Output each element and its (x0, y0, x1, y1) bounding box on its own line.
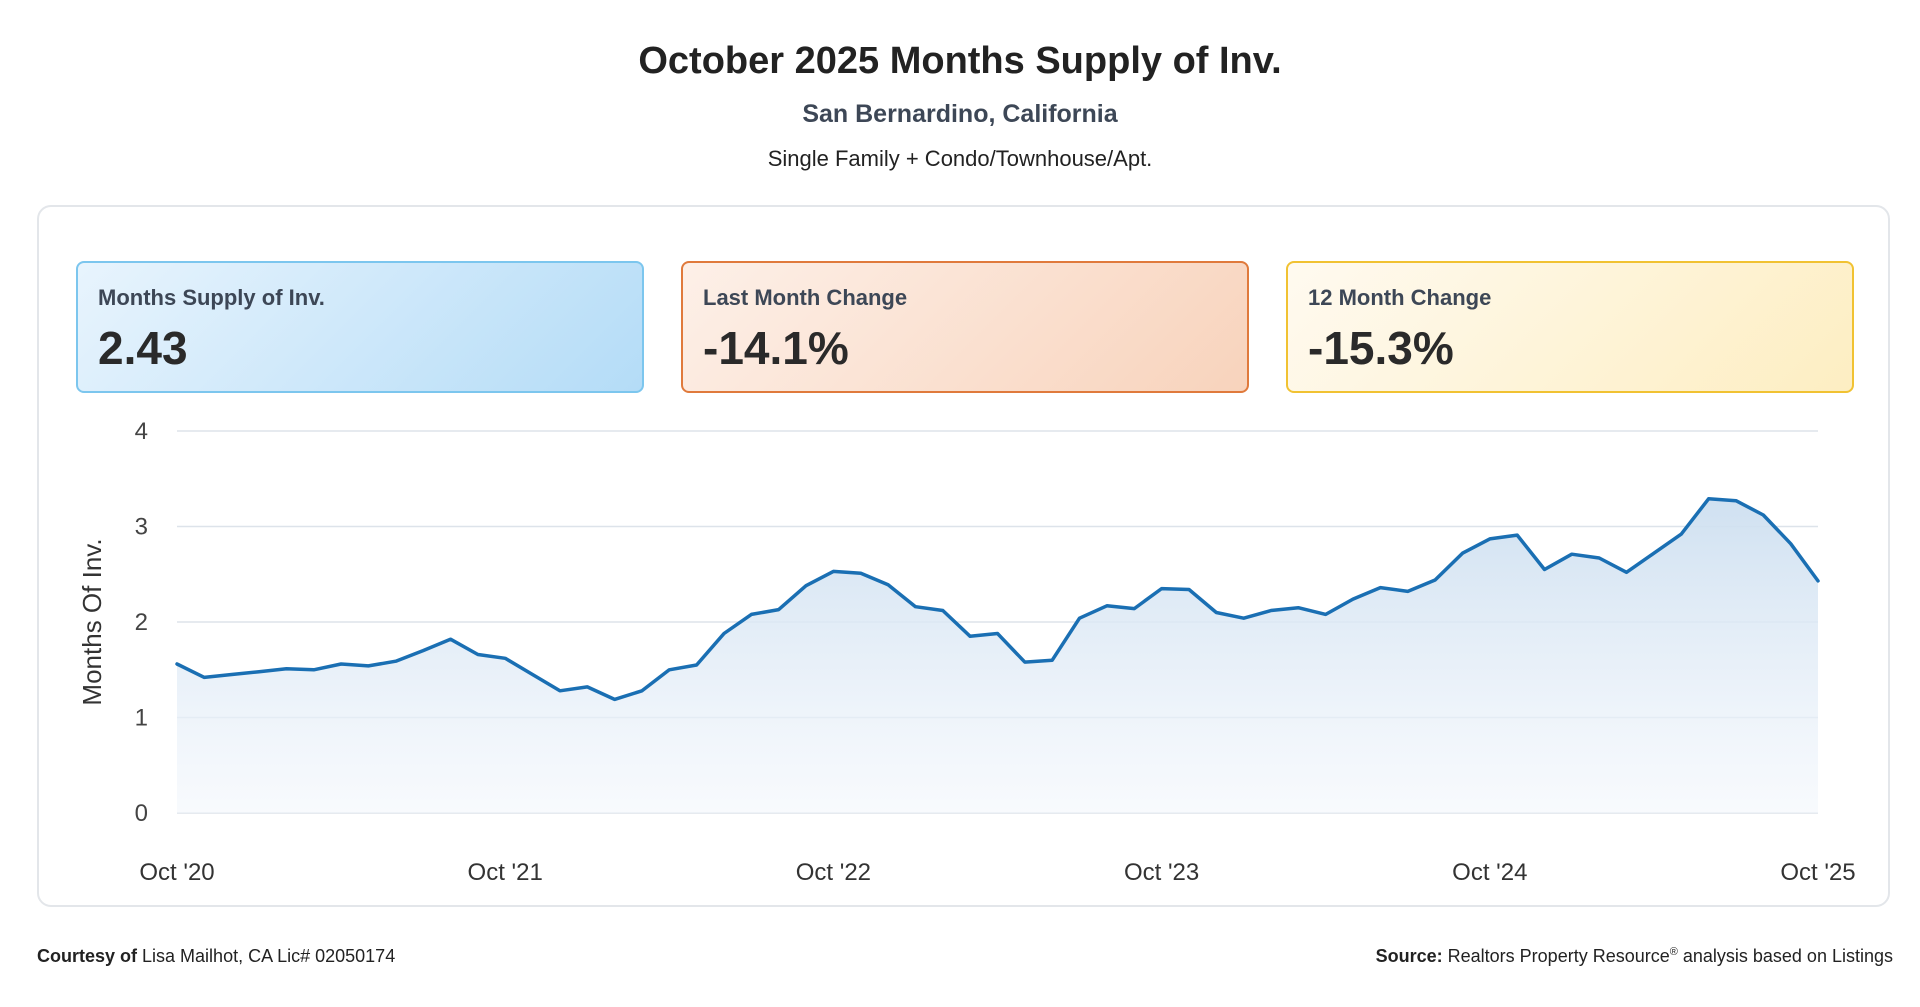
source-prefix: Source: (1375, 946, 1443, 966)
x-tick-label: Oct '21 (468, 859, 543, 886)
page-title: October 2025 Months Supply of Inv. (638, 40, 1282, 82)
stat-label: Last Month Change (703, 285, 908, 310)
source-suffix: analysis based on Listings (1682, 946, 1893, 966)
courtesy-note: Courtesy of Lisa Mailhot, CA Lic# 020501… (37, 946, 395, 967)
courtesy-prefix: Courtesy of (37, 946, 138, 966)
y-tick-label: 1 (135, 705, 148, 732)
y-tick-label: 0 (135, 800, 148, 827)
last-month-change-stat: Last Month Change -14.1% (681, 261, 1249, 393)
twelve-month-change-stat: 12 Month Change -15.3% (1286, 261, 1854, 393)
source-note: Source: Realtors Property Resource® anal… (1376, 946, 1893, 967)
y-tick-labels: 0 1 2 3 4 (135, 418, 148, 827)
stat-value: -14.1% (703, 322, 849, 374)
x-tick-label: Oct '22 (796, 859, 871, 886)
stat-label: Months Supply of Inv. (98, 285, 325, 310)
property-type-label: Single Family + Condo/Townhouse/Apt. (767, 146, 1153, 171)
y-tick-label: 2 (135, 609, 148, 636)
x-tick-label: Oct '24 (1452, 859, 1527, 886)
x-tick-labels: Oct '20 Oct '21 Oct '22 Oct '23 Oct '24 Oct '… (139, 859, 1855, 886)
area-fill-layer (177, 498, 1818, 813)
stat-value: -15.3% (1308, 322, 1454, 374)
registered-mark: ® (1669, 946, 1678, 958)
months-supply-stat: Months Supply of Inv. 2.43 (76, 261, 644, 393)
stat-label: 12 Month Change (1308, 285, 1492, 310)
stat-value: 2.43 (98, 322, 188, 374)
area-fill (177, 498, 1818, 813)
series-line-layer (175, 497, 1820, 702)
source-name: Realtors Property Resource (1447, 946, 1670, 966)
y-tick-label: 4 (135, 418, 148, 445)
x-tick-label: Oct '23 (1124, 859, 1199, 886)
y-tick-label: 3 (135, 514, 148, 541)
series-line (175, 497, 1820, 702)
y-axis-label: Months Of Inv. (77, 538, 107, 705)
courtesy-text: Lisa Mailhot, CA Lic# 02050174 (142, 946, 396, 966)
x-tick-label: Oct '25 (1780, 859, 1855, 886)
location-subtitle: San Bernardino, California (802, 100, 1118, 128)
x-tick-label: Oct '20 (139, 859, 214, 886)
